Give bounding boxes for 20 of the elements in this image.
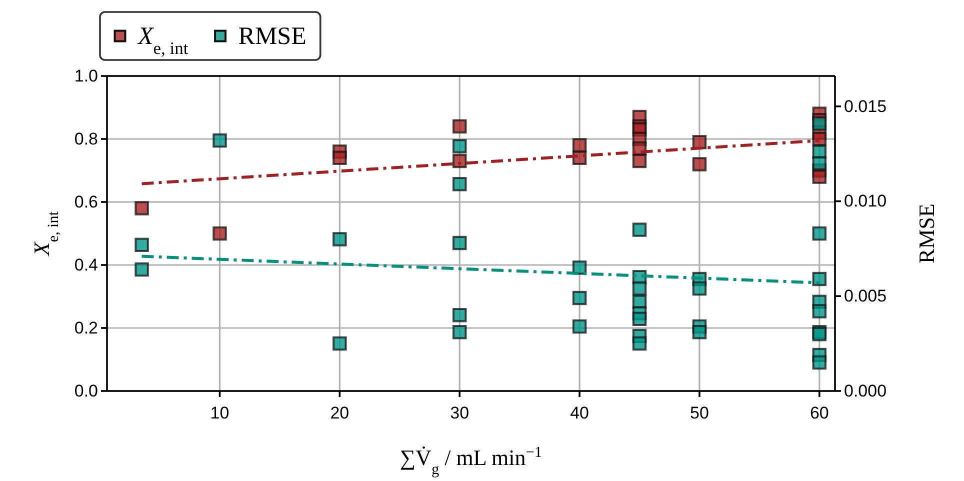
x-tick-label: 30 [450,404,470,423]
y-tick-label: 0.2 [74,318,98,338]
x-tick-label: 10 [210,404,230,423]
y-tick-label: 0.0 [74,381,98,400]
x-tick-label: 20 [330,404,350,423]
y-tick-label: 0.6 [74,192,98,212]
y2-tick-label: 0.015 [844,96,887,116]
y2-tick-label: 0.000 [844,381,887,400]
y-tick-label: 0.4 [74,255,98,274]
y2-tick-label: 0.010 [844,192,887,211]
x-tick-label: 60 [810,404,829,423]
legend-label: RMSE [238,23,306,50]
y2-axis-title: RMSE [914,204,939,264]
legend-label: X$_{e, int}$ [137,23,188,58]
y-tick-label: 1.0 [74,66,98,86]
x-axis-title: ∑V̇$_{g}$ / mL min$^{−1}$ [400,444,542,478]
x-tick-label: 50 [690,404,709,423]
x-tick-label: 40 [570,404,589,423]
y2-tick-label: 0.005 [844,286,887,306]
y-tick-label: 0.8 [74,129,98,148]
